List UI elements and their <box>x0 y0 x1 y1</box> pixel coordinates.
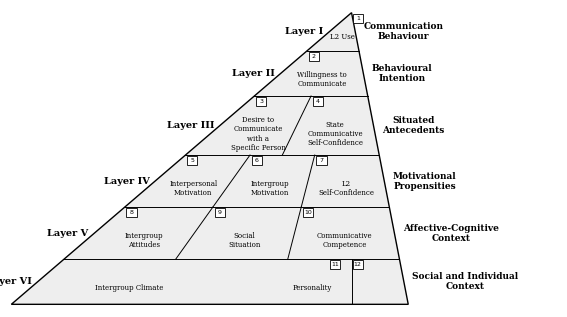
Text: Layer VI: Layer VI <box>0 277 32 286</box>
Text: L2 Use: L2 Use <box>330 33 355 41</box>
Bar <box>313 97 323 106</box>
Text: 9: 9 <box>218 210 222 215</box>
Bar <box>215 208 225 217</box>
Text: Willingness to
Communicate: Willingness to Communicate <box>297 71 347 88</box>
Text: 8: 8 <box>130 210 133 215</box>
Text: Personality: Personality <box>293 284 332 292</box>
Text: Social and Individual
Context: Social and Individual Context <box>412 272 518 291</box>
Bar <box>330 260 340 269</box>
Text: 5: 5 <box>191 158 194 163</box>
Bar <box>316 156 327 165</box>
Text: Behavioural
Intention: Behavioural Intention <box>372 64 433 83</box>
Text: Layer IV: Layer IV <box>104 177 150 185</box>
Text: Situated
Antecedents: Situated Antecedents <box>382 116 444 135</box>
Text: L2
Self-Confidence: L2 Self-Confidence <box>318 180 374 197</box>
Text: Affective-Cognitive
Context: Affective-Cognitive Context <box>403 223 499 243</box>
Text: Layer I: Layer I <box>285 27 324 36</box>
Text: Communicative
Competence: Communicative Competence <box>316 232 372 249</box>
Text: Intergroup
Motivation: Intergroup Motivation <box>251 180 289 197</box>
Text: 2: 2 <box>312 54 316 59</box>
Bar <box>353 260 363 269</box>
Bar <box>252 156 262 165</box>
Text: Intergroup Climate: Intergroup Climate <box>95 284 163 292</box>
Text: Layer III: Layer III <box>167 121 214 130</box>
Text: Social
Situation: Social Situation <box>228 232 261 249</box>
Bar <box>126 208 137 217</box>
Polygon shape <box>11 13 408 304</box>
Text: Motivational
Propensities: Motivational Propensities <box>393 171 456 191</box>
Bar <box>353 14 363 23</box>
Bar <box>308 52 319 61</box>
Text: 3: 3 <box>259 99 263 104</box>
Text: 10: 10 <box>304 210 312 215</box>
Text: Desire to
Communicate
with a
Specific Person: Desire to Communicate with a Specific Pe… <box>231 116 286 152</box>
Text: Layer V: Layer V <box>48 229 88 238</box>
Text: 12: 12 <box>354 262 362 267</box>
Text: Communication
Behaviour: Communication Behaviour <box>364 22 444 41</box>
Bar <box>303 208 313 217</box>
Text: 1: 1 <box>357 16 360 21</box>
Text: Interpersonal
Motivation: Interpersonal Motivation <box>169 180 217 197</box>
Text: 7: 7 <box>319 158 323 163</box>
Text: Intergroup
Attitudes: Intergroup Attitudes <box>125 232 164 249</box>
Text: 11: 11 <box>331 262 339 267</box>
Bar <box>256 97 266 106</box>
Text: 6: 6 <box>255 158 259 163</box>
Text: Layer II: Layer II <box>232 69 275 78</box>
Text: State
Communicative
Self-Confidence: State Communicative Self-Confidence <box>307 121 363 147</box>
Bar <box>187 156 197 165</box>
Text: 4: 4 <box>316 99 320 104</box>
